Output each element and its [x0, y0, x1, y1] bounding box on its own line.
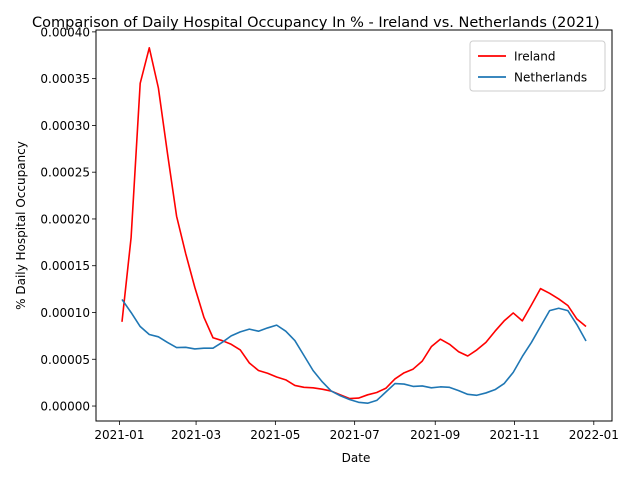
plot-area — [95, 29, 613, 422]
legend: Ireland Netherlands — [469, 40, 606, 92]
series-line-netherlands — [121, 298, 587, 405]
x-tick-label: 2021-11 — [489, 428, 539, 442]
y-tick-label: 0.00000 — [40, 400, 90, 414]
y-tick-label: 0.00030 — [40, 119, 90, 133]
y-tick-label: 0.00025 — [40, 166, 90, 180]
x-tick-label: 2021-05 — [250, 428, 300, 442]
y-axis-label: % Daily Hospital Occupancy — [14, 141, 28, 310]
y-axis: 0.00000 0.00005 0.00010 0.00015 0.00020 0.000… — [40, 25, 96, 414]
series-line-ireland — [121, 46, 587, 400]
y-tick-label: 0.00010 — [40, 306, 90, 320]
x-tick-label: 2021-09 — [410, 428, 460, 442]
y-tick-label: 0.00020 — [40, 212, 90, 226]
y-tick-label: 0.00040 — [40, 25, 90, 39]
x-axis-label: Date — [342, 451, 371, 465]
legend-box — [469, 40, 606, 92]
x-axis: 2021-01 2021-03 2021-05 2021-07 2021-09 2021-… — [94, 421, 619, 442]
x-tick-label: 2022-01 — [569, 428, 619, 442]
y-tick-label: 0.00005 — [40, 353, 90, 367]
legend-label-ireland: Ireland — [514, 50, 556, 64]
x-tick-label: 2021-03 — [171, 428, 221, 442]
x-tick-label: 2021-07 — [330, 428, 380, 442]
x-tick-label: 2021-01 — [94, 428, 144, 442]
series-layer — [121, 46, 587, 405]
y-tick-label: 0.00015 — [40, 259, 90, 273]
plot-frame — [95, 29, 613, 422]
chart-title: Comparison of Daily Hospital Occupancy I… — [32, 15, 600, 31]
y-tick-label: 0.00035 — [40, 72, 90, 86]
legend-label-netherlands: Netherlands — [514, 71, 587, 85]
